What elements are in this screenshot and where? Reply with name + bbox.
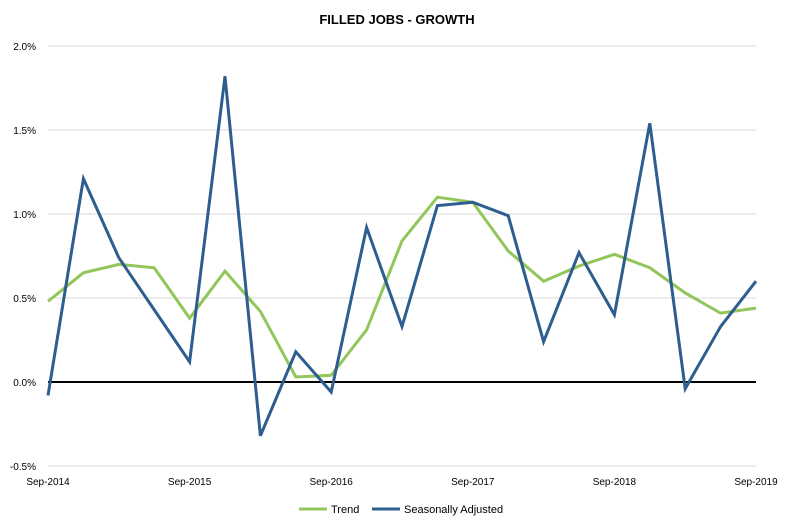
x-tick-label: Sep-2014: [26, 477, 70, 488]
x-tick-label: Sep-2016: [310, 477, 354, 488]
y-tick-label: -0.5%: [10, 462, 36, 473]
series-line-trend: [47, 195, 757, 379]
y-tick-label: 1.0%: [13, 210, 36, 221]
y-tick-label: 0.0%: [13, 378, 36, 389]
legend-label-trend: Trend: [331, 504, 359, 516]
x-tick-label: Sep-2018: [593, 477, 637, 488]
x-tick-label: Sep-2019: [734, 477, 778, 488]
x-tick-label: Sep-2015: [168, 477, 212, 488]
chart-title: FILLED JOBS - GROWTH: [319, 12, 474, 27]
legend-label-seasonally-adjusted: Seasonally Adjusted: [404, 504, 503, 516]
y-tick-label: 0.5%: [13, 294, 36, 305]
legend: Trend Seasonally Adjusted: [299, 504, 503, 516]
y-tick-label: 2.0%: [13, 42, 36, 53]
x-tick-label: Sep-2017: [451, 477, 495, 488]
y-tick-label: 1.5%: [13, 126, 36, 137]
